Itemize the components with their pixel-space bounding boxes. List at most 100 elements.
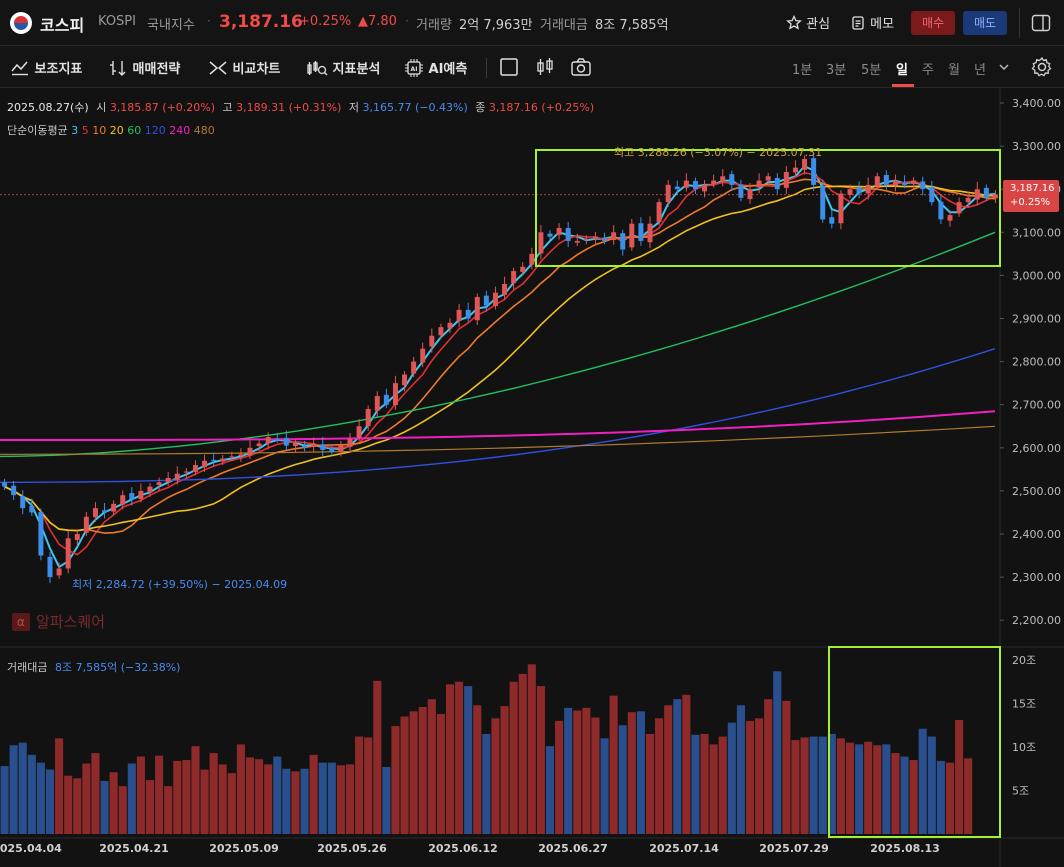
volume-bar[interactable] (573, 710, 582, 834)
volume-bar[interactable] (100, 780, 109, 834)
volume-bar[interactable] (455, 681, 464, 834)
volume-bar[interactable] (700, 733, 709, 834)
volume-bar[interactable] (745, 720, 755, 834)
price-chart[interactable]: 3,400.003,300.003,200.003,100.003,000.00… (0, 88, 1064, 867)
candle[interactable] (511, 271, 517, 284)
candle[interactable] (683, 180, 689, 188)
volume-bar[interactable] (636, 711, 645, 834)
candle[interactable] (329, 447, 335, 453)
volume-bar[interactable] (173, 760, 182, 834)
volume-bar[interactable] (627, 712, 636, 834)
candle[interactable] (838, 193, 844, 224)
volume-bar[interactable] (55, 738, 64, 834)
volume-bar[interactable] (200, 769, 209, 834)
memo-button[interactable]: 메모 (850, 13, 894, 32)
volume-bar[interactable] (855, 744, 864, 834)
candle[interactable] (747, 189, 753, 200)
candle[interactable] (74, 534, 80, 541)
volume-bar[interactable] (727, 722, 736, 834)
volume-bar[interactable] (27, 754, 36, 834)
candle[interactable] (738, 184, 744, 198)
volume-bar[interactable] (609, 695, 618, 834)
drawing-square-icon[interactable] (499, 57, 519, 77)
volume-bar[interactable] (591, 717, 600, 834)
volume-bar[interactable] (9, 745, 18, 834)
volume-bar[interactable] (45, 769, 55, 834)
candle[interactable] (911, 180, 917, 185)
candle[interactable] (629, 223, 635, 248)
candle[interactable] (611, 232, 617, 241)
candle[interactable] (320, 444, 326, 450)
candle[interactable] (283, 437, 289, 446)
panel-toggle-icon[interactable] (1031, 14, 1051, 32)
volume-bar[interactable] (836, 738, 845, 834)
volume-bar[interactable] (382, 767, 391, 834)
period-5min[interactable]: 5분 (861, 63, 882, 78)
candle[interactable] (847, 189, 853, 195)
volume-bar[interactable] (218, 764, 227, 834)
volume-bar[interactable] (809, 736, 818, 834)
candle[interactable] (692, 181, 698, 190)
volume-bar[interactable] (555, 720, 564, 834)
volume-bar[interactable] (645, 733, 655, 834)
candle[interactable] (11, 485, 17, 496)
candle[interactable] (638, 223, 644, 241)
gear-icon[interactable] (1031, 56, 1053, 78)
volume-bar[interactable] (64, 775, 73, 834)
candle[interactable] (20, 496, 26, 509)
volume-bar[interactable] (164, 786, 173, 834)
volume-bar[interactable] (73, 778, 82, 834)
volume-bar[interactable] (427, 699, 436, 834)
volume-bar[interactable] (536, 686, 545, 834)
volume-bar[interactable] (527, 664, 536, 834)
volume-bar[interactable] (464, 686, 473, 834)
candle[interactable] (338, 445, 344, 452)
ma-period-20[interactable]: 20 (106, 124, 124, 137)
volume-bar[interactable] (818, 736, 827, 834)
period-day[interactable]: 일 (896, 63, 908, 78)
candle[interactable] (674, 186, 680, 190)
watch-button[interactable]: 관심 (786, 13, 830, 32)
volume-bar[interactable] (309, 754, 318, 834)
candle[interactable] (402, 374, 408, 386)
volume-bar[interactable] (718, 736, 727, 834)
candle[interactable] (156, 482, 162, 485)
candle[interactable] (129, 493, 135, 500)
candle[interactable] (802, 159, 808, 170)
volume-bar[interactable] (909, 760, 918, 834)
volume-bar[interactable] (673, 699, 682, 834)
volume-bar[interactable] (82, 763, 91, 834)
candle[interactable] (574, 240, 580, 243)
candle[interactable] (238, 454, 244, 456)
volume-bar[interactable] (391, 726, 400, 834)
candle[interactable] (392, 383, 398, 406)
volume-bar[interactable] (127, 763, 136, 834)
volume-bar[interactable] (736, 705, 745, 834)
volume-bar[interactable] (800, 737, 809, 834)
candle[interactable] (774, 177, 780, 190)
ma-period-240[interactable]: 240 (165, 124, 191, 137)
volume-bar[interactable] (291, 771, 300, 834)
volume-bar[interactable] (273, 756, 282, 834)
volume-bar[interactable] (918, 728, 927, 834)
candle[interactable] (374, 396, 380, 411)
candle[interactable] (256, 443, 262, 447)
candle[interactable] (702, 184, 708, 192)
candle[interactable] (947, 215, 953, 221)
candle[interactable] (438, 327, 444, 336)
candle[interactable] (874, 176, 880, 187)
candle[interactable] (192, 465, 198, 472)
candle[interactable] (229, 456, 235, 458)
camera-icon[interactable] (570, 57, 592, 77)
volume-bar[interactable] (118, 786, 127, 834)
candle[interactable] (220, 458, 226, 462)
candle[interactable] (938, 201, 944, 220)
candle[interactable] (665, 184, 671, 203)
candle[interactable] (474, 296, 480, 321)
volume-bar[interactable] (355, 736, 364, 834)
volume-bar[interactable] (882, 744, 891, 834)
volume-bar[interactable] (545, 746, 555, 834)
candle[interactable] (165, 477, 171, 483)
candle[interactable] (492, 292, 498, 307)
volume-bar[interactable] (255, 759, 264, 834)
